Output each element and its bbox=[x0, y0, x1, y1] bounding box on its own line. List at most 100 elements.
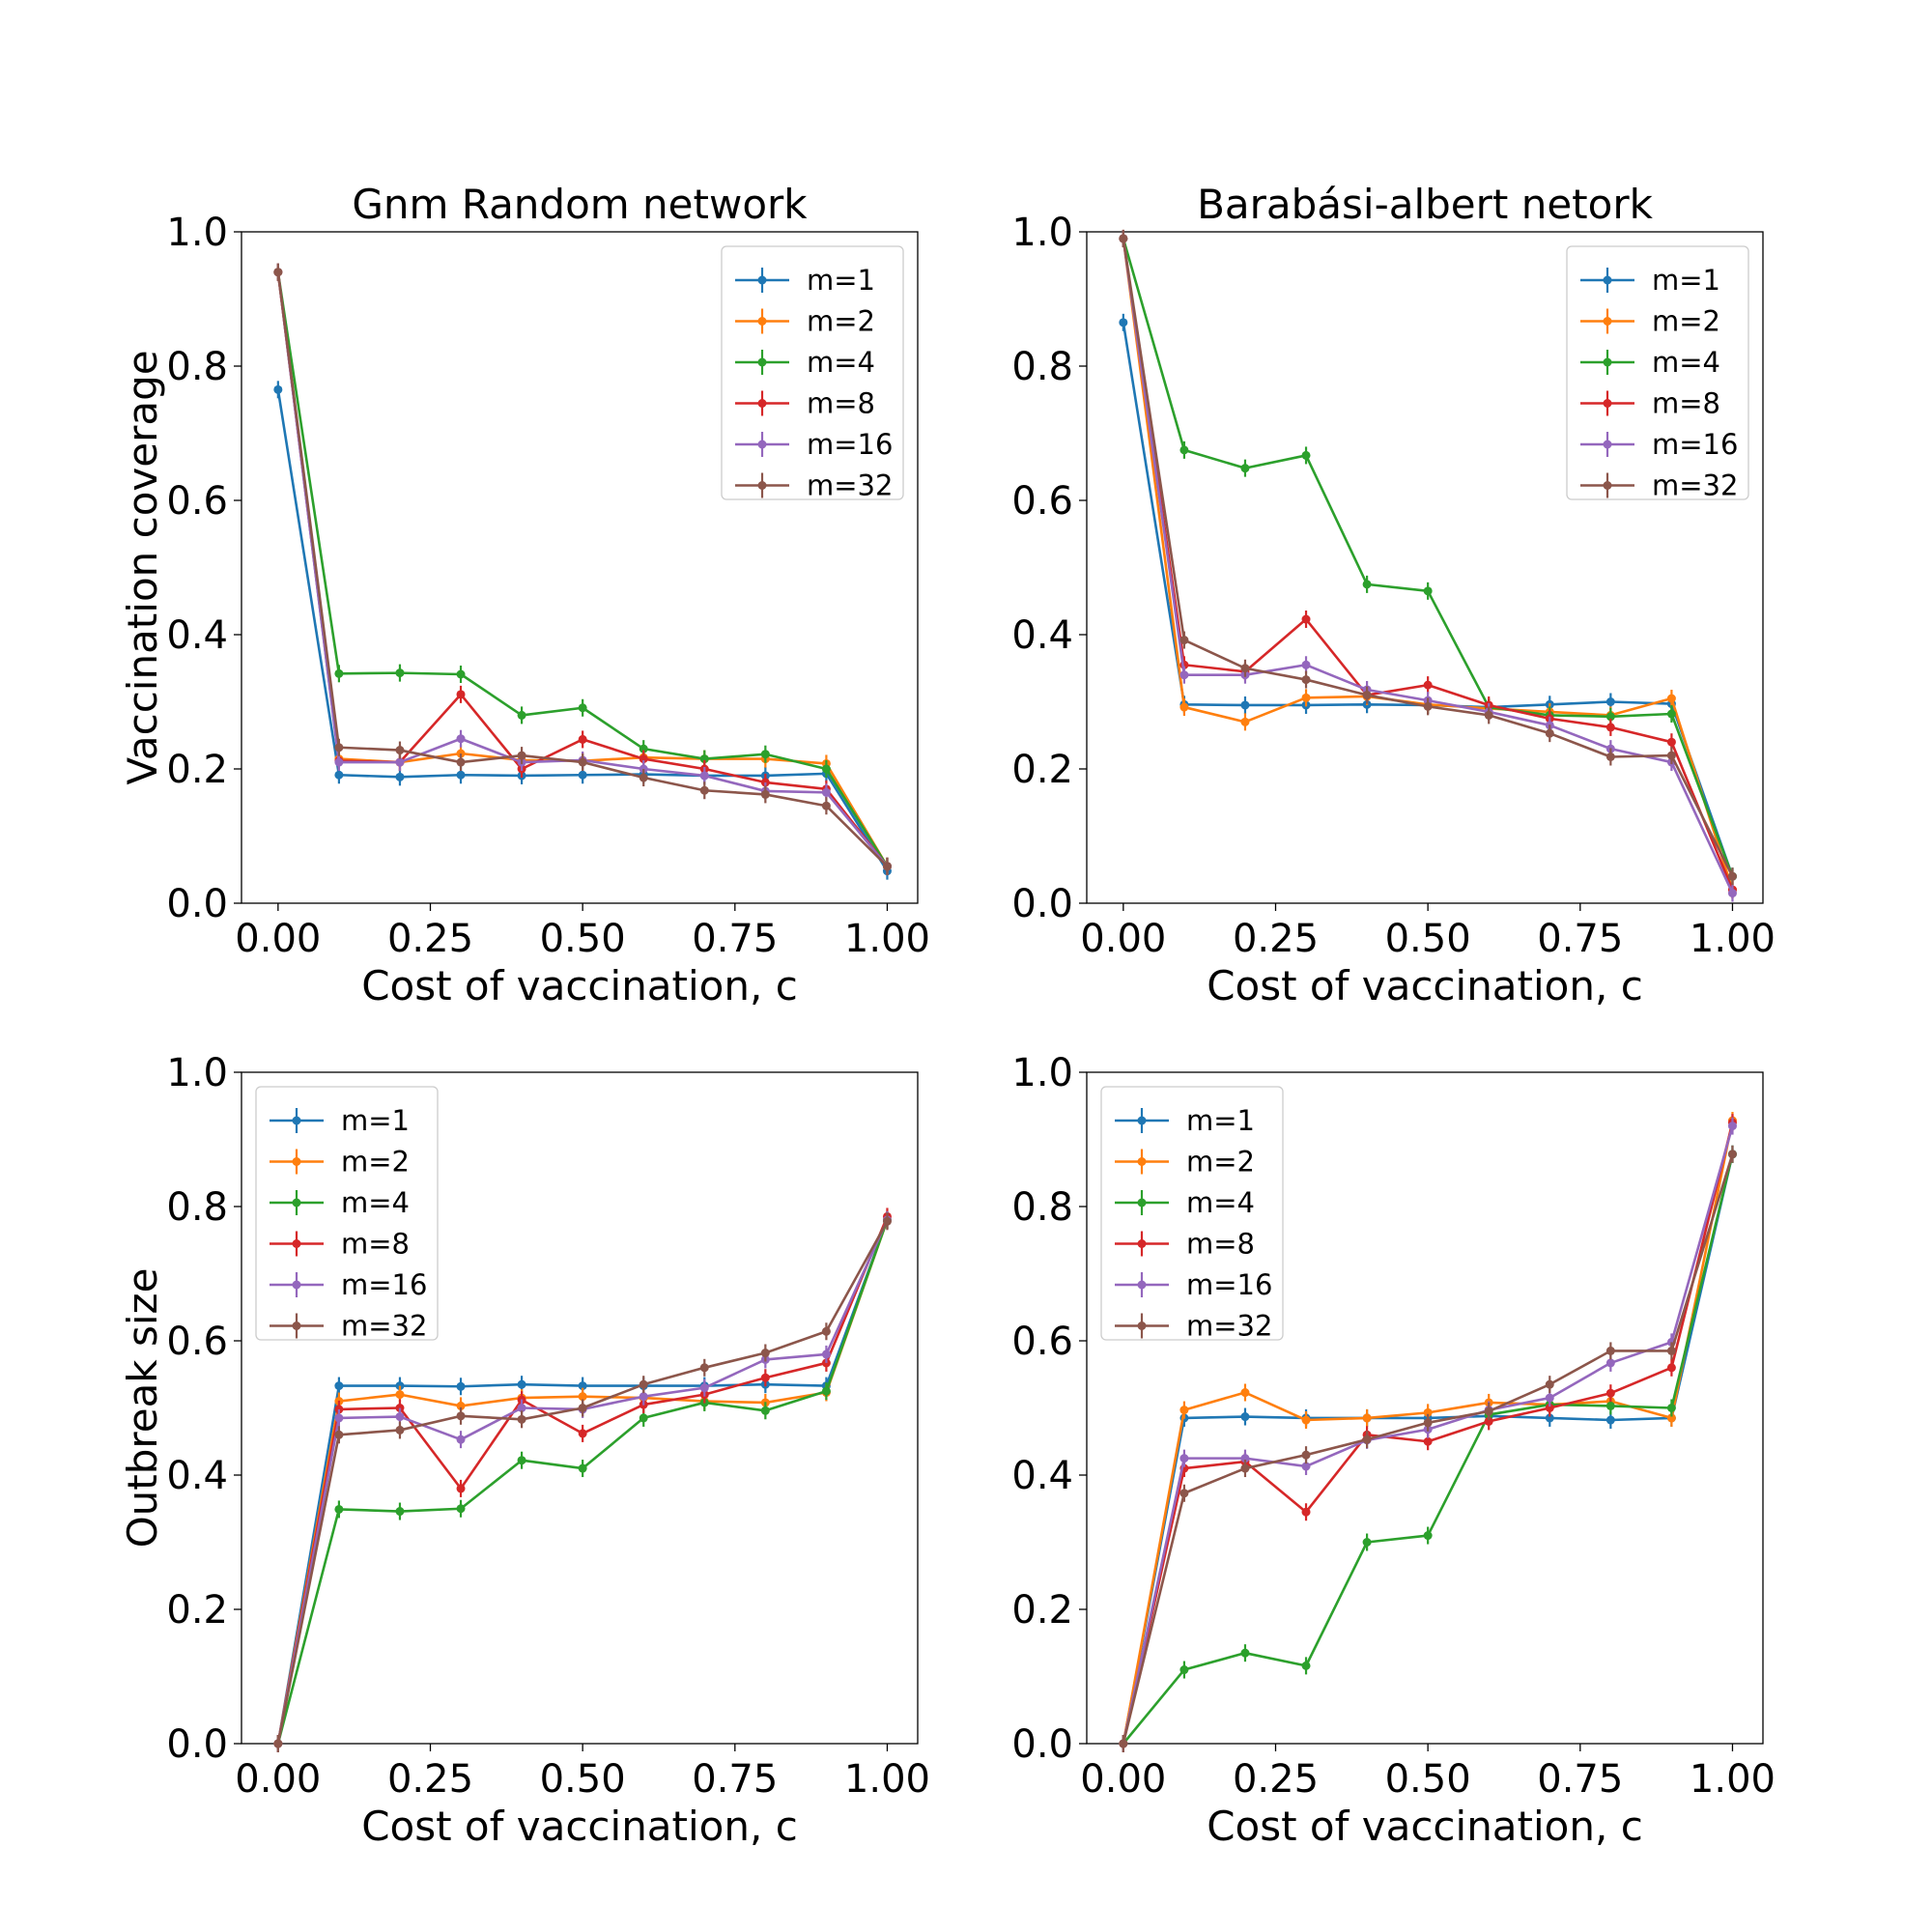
data-point bbox=[1605, 712, 1615, 722]
plot-frame bbox=[241, 1071, 919, 1745]
x-axis-label: Cost of vaccination, c bbox=[361, 962, 798, 1009]
data-point bbox=[334, 770, 344, 780]
data-point bbox=[760, 789, 770, 799]
data-point bbox=[639, 764, 648, 774]
data-point bbox=[456, 1484, 466, 1493]
legend-marker bbox=[1603, 275, 1612, 285]
data-point bbox=[1301, 1462, 1311, 1471]
data-point bbox=[578, 734, 587, 744]
legend-marker bbox=[1603, 440, 1612, 449]
data-point bbox=[882, 1216, 892, 1226]
legend-label: m=32 bbox=[341, 1310, 427, 1343]
data-point bbox=[1605, 697, 1615, 706]
legend-marker bbox=[757, 275, 767, 285]
data-point bbox=[395, 757, 405, 767]
data-point bbox=[882, 862, 892, 871]
y-tick-label: 0.8 bbox=[1011, 1185, 1073, 1230]
x-tick-label: 0.50 bbox=[540, 917, 626, 961]
x-tick-label: 0.50 bbox=[1385, 1757, 1471, 1802]
y-tick-label: 0.6 bbox=[166, 479, 228, 524]
x-axis-label: Cost of vaccination, c bbox=[1207, 962, 1643, 1009]
data-point bbox=[760, 1349, 770, 1358]
data-point bbox=[639, 1379, 648, 1389]
legend-item: m=8 bbox=[735, 387, 875, 420]
x-tick-label: 0.75 bbox=[1537, 1757, 1623, 1802]
data-point bbox=[1666, 694, 1676, 703]
data-point bbox=[1666, 709, 1676, 719]
data-point bbox=[1362, 1538, 1372, 1547]
x-tick-label: 0.00 bbox=[1080, 1757, 1166, 1802]
data-point bbox=[456, 749, 466, 758]
chart-title: Barabási-albert netork bbox=[1197, 181, 1654, 228]
data-point bbox=[821, 1386, 831, 1396]
data-point bbox=[1301, 1415, 1311, 1425]
legend-marker bbox=[1603, 357, 1612, 367]
legend-marker bbox=[757, 481, 767, 490]
legend-label: m=32 bbox=[807, 469, 893, 502]
y-tick-label: 0.0 bbox=[1011, 882, 1073, 926]
data-point bbox=[1484, 1406, 1493, 1416]
legend-item: m=1 bbox=[1115, 1104, 1255, 1137]
data-point bbox=[1423, 1436, 1433, 1446]
data-point bbox=[1179, 1665, 1189, 1675]
data-point bbox=[578, 1463, 587, 1473]
legend-item: m=4 bbox=[270, 1186, 410, 1219]
data-point bbox=[1484, 1416, 1493, 1426]
legend: m=1 m=2 m=4 m=8 m=16 m=32 bbox=[255, 1086, 439, 1343]
data-point bbox=[1605, 1358, 1615, 1368]
legend-item: m=8 bbox=[270, 1228, 410, 1261]
data-point bbox=[273, 268, 283, 277]
legend-marker bbox=[292, 1321, 301, 1330]
data-point bbox=[1179, 702, 1189, 712]
data-point bbox=[395, 1390, 405, 1400]
legend-label: m=2 bbox=[1186, 1146, 1255, 1179]
y-tick-label: 0.0 bbox=[166, 882, 228, 926]
data-point bbox=[395, 1404, 405, 1412]
x-tick-label: 0.75 bbox=[692, 917, 778, 961]
y-tick-label: 0.4 bbox=[166, 613, 228, 658]
y-axis-label: Outbreak size bbox=[119, 1268, 166, 1548]
data-point bbox=[1362, 1435, 1372, 1444]
legend-marker bbox=[1137, 1116, 1147, 1125]
data-point bbox=[456, 734, 466, 744]
legend: m=1 m=2 m=4 m=8 m=16 m=32 bbox=[1566, 245, 1749, 502]
y-tick-label: 0.0 bbox=[166, 1722, 228, 1767]
data-point bbox=[1605, 1401, 1615, 1410]
data-point bbox=[395, 668, 405, 678]
data-point bbox=[699, 785, 709, 795]
data-point bbox=[760, 1406, 770, 1415]
legend-marker bbox=[292, 1280, 301, 1290]
legend-marker bbox=[292, 1198, 301, 1208]
x-tick-label: 0.00 bbox=[235, 1757, 321, 1802]
data-point bbox=[1119, 234, 1128, 243]
x-tick-label: 1.00 bbox=[1690, 1757, 1776, 1802]
legend-marker bbox=[292, 1239, 301, 1248]
data-point bbox=[1240, 1463, 1250, 1473]
data-point bbox=[578, 770, 587, 780]
legend-item: m=16 bbox=[735, 428, 893, 461]
chart-panel-1: 0.0 0.2 0.4 0.6 0.8 1.0 0.00 0.25 0.50 0.75 1.00 Gn… bbox=[119, 181, 930, 1009]
legend-item: m=32 bbox=[1580, 469, 1738, 502]
legend-label: m=4 bbox=[341, 1186, 410, 1219]
legend-label: m=16 bbox=[1186, 1268, 1272, 1301]
legend-marker bbox=[1137, 1321, 1147, 1330]
legend-item: m=4 bbox=[1580, 346, 1720, 379]
data-point bbox=[334, 1413, 344, 1423]
legend-marker bbox=[757, 440, 767, 449]
data-point bbox=[1301, 450, 1311, 460]
legend-label: m=32 bbox=[1186, 1310, 1272, 1343]
data-point bbox=[456, 1435, 466, 1444]
data-point bbox=[517, 1379, 526, 1389]
data-point bbox=[1119, 1739, 1128, 1748]
data-point bbox=[456, 1401, 466, 1410]
data-point bbox=[1545, 1404, 1554, 1412]
data-point bbox=[578, 757, 587, 767]
legend-label: m=8 bbox=[1652, 387, 1720, 420]
data-point bbox=[1362, 580, 1372, 589]
data-point bbox=[334, 1504, 344, 1514]
data-point bbox=[1727, 1122, 1737, 1131]
data-point bbox=[517, 751, 526, 760]
y-tick-label: 1.0 bbox=[166, 1051, 228, 1095]
data-point bbox=[334, 757, 344, 767]
data-point bbox=[1240, 1388, 1250, 1398]
